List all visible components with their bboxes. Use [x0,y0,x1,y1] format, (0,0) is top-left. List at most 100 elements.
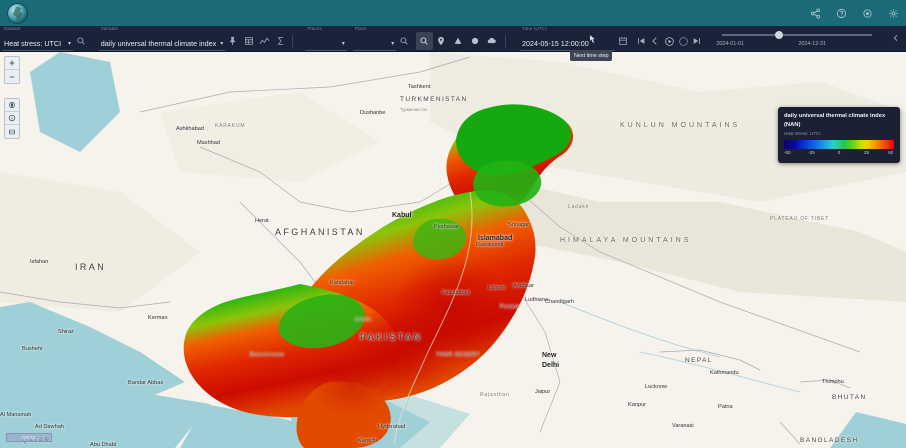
chevron-down-icon: ▾ [391,40,395,47]
map-label: Shiraz [58,329,74,335]
legend-tick: 0 [837,150,841,156]
map-label: Kanpur [628,402,647,408]
time-value: 2024-05-15 12:00:00 [521,38,589,48]
polygon-icon[interactable] [450,32,467,50]
app-logo[interactable] [0,0,34,26]
legend-tick: -25 [808,150,815,156]
map-label: TURKMENISTAN [400,96,468,103]
map-label: HIMALAYA MOUNTAINS [560,237,692,244]
map-label: BHUTAN [832,394,867,401]
map-label: Abu Dhabi [90,442,117,448]
map-label: NEPAL [685,357,713,364]
first-step-icon[interactable] [634,32,648,50]
zoom-in-button[interactable] [5,57,19,70]
variable-select[interactable]: daily universal thermal climate index ▾ [98,37,226,51]
geometry-tool-group [415,32,501,51]
circle-icon[interactable] [467,32,484,50]
legend-title-suffix: (NAN) [784,121,801,128]
legend-ticks: -50 -25 0 25 50 [784,150,894,158]
utci-data-overlay [183,104,574,448]
map-label: Delhi [542,362,560,369]
time-slider-end: 2024-12-31 [798,41,827,47]
dataset-value: Heat stress: UTCI [4,38,62,48]
pin-icon[interactable] [225,32,241,50]
chevron-down-icon: ▾ [68,40,72,47]
next-step-icon[interactable] [676,32,690,50]
map-label: Al Manamah [0,412,32,418]
map-label: Hyderabad [378,424,406,430]
line-chart-icon[interactable] [257,32,273,50]
map-label: Ludhiana [525,297,549,303]
main-toolbar: Dataset Heat stress: UTCI ▾ Variable dai… [0,26,906,52]
collapse-panel-icon[interactable] [892,29,900,47]
map-label: Bushehr [22,346,43,352]
places-select[interactable]: ▾ [305,37,347,51]
statistics-sigma-icon[interactable] [273,32,289,50]
settings-gear-icon[interactable] [880,0,906,26]
map-label: PLATEAU OF TIBET [770,216,830,222]
map-label: Isfahan [30,259,49,265]
dataset-field: Dataset Heat stress: UTCI ▾ [2,25,74,51]
map-label: Tashkent [408,84,431,90]
time-slider[interactable]: 2024-01-01 2024-12-31 [714,25,892,51]
help-icon[interactable] [828,0,854,26]
time-slider-handle[interactable] [775,31,784,39]
calendar-icon[interactable] [615,32,631,50]
scale-bar-label: 200 km [21,435,37,440]
select-pointer-icon[interactable] [415,32,433,50]
toolbar-divider-2 [504,35,506,48]
map-label: Kerman [148,315,168,321]
previous-step-icon[interactable] [648,32,662,50]
place-search-icon[interactable] [396,32,412,50]
map-label: IRAN [75,262,107,272]
map-label: Herat [255,218,269,224]
map-label: Thimphu [822,379,844,385]
last-step-icon[interactable] [690,32,704,50]
map-label: Ladakh [568,204,590,210]
map-label: KUNLUN MOUNTAINS [620,122,741,129]
variable-value: daily universal thermal climate index [100,38,217,48]
basemap-icon[interactable] [5,125,19,138]
map-label: Peshawar [434,224,459,230]
dataset-select[interactable]: Heat stress: UTCI ▾ [2,37,74,51]
chevron-down-icon: ▾ [220,40,224,47]
map-label: Faisalabad [442,290,470,296]
freehand-polygon-icon[interactable] [484,32,501,50]
mouse-cursor-icon [586,33,599,54]
chevron-down-icon: ▾ [341,40,345,47]
map-label: Karachi [358,438,377,444]
play-icon[interactable] [662,32,676,50]
variable-field: Variable daily universal thermal climate… [98,25,226,51]
share-icon[interactable] [802,0,828,26]
table-icon[interactable] [241,32,257,50]
map-label: Islamabad [478,235,513,242]
legend-title-text: daily universal thermal climate index [784,113,886,119]
marker-pin-icon[interactable] [433,32,450,50]
compass-icon[interactable] [5,99,19,112]
map-canvas[interactable]: TURKMENISTAN Туркменистан AFGHANISTAN PAKIS… [0,52,906,448]
place-select[interactable]: ▾ [352,37,397,51]
map-label: Punjab [500,304,521,310]
app-header [0,0,906,26]
dataset-search-icon[interactable] [73,32,89,50]
legend-tick: 50 [888,150,894,156]
map-label: Patna [718,404,733,410]
zoom-out-button[interactable] [5,70,19,83]
map-label: New [542,352,557,359]
time-input[interactable]: 2024-05-15 12:00:00 [519,37,615,51]
tooltip: Next time step [570,50,613,61]
map-label: Kabul [392,212,412,219]
dataset-label: Dataset [4,26,21,31]
legend-subtitle: Heat stress: UTCI [784,131,821,137]
map-label: THAR DESERT [436,352,480,358]
map-label: Ad Dawhah [35,424,64,430]
legend-tick: -50 [783,150,791,156]
time-slider-start: 2024-01-01 [716,41,745,47]
map-label: Lucknow [645,384,668,390]
map-label: Kandahar [330,280,355,286]
map-label: Chandigarh [545,299,574,305]
theme-icon[interactable] [854,0,880,26]
map-label: BANGLADESH [800,437,859,444]
info-icon[interactable] [5,112,19,125]
